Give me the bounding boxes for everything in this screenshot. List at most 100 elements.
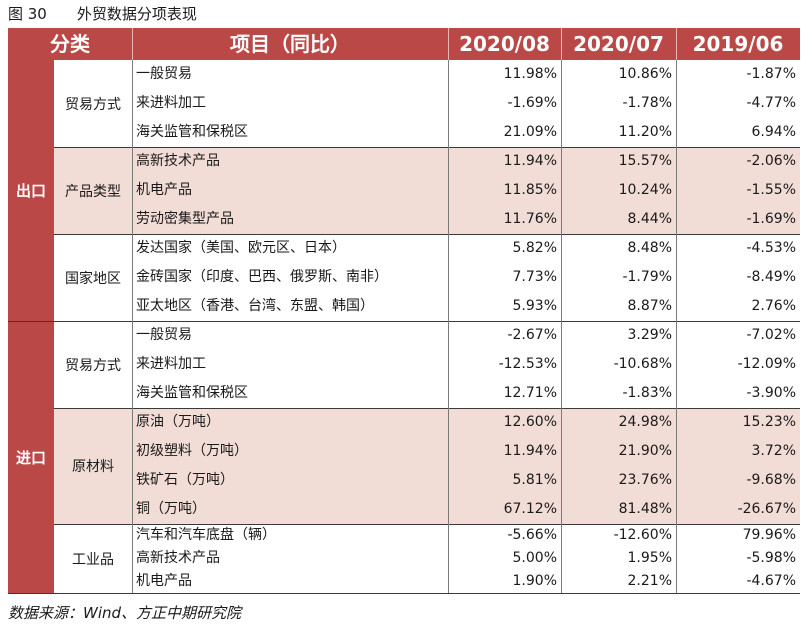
value-2020-08: -12.53% (498, 356, 557, 372)
value-2019-06: -5.98% (746, 550, 796, 566)
value-2020-08: 11.94% (503, 443, 557, 459)
value-2020-08: 21.09% (503, 124, 557, 140)
row-item: 亚太地区（香港、台湾、东盟、韩国） (136, 298, 374, 314)
table-row: 初级塑料（万吨） 11.94% 21.90% 3.72% (132, 437, 800, 466)
value-2019-06: 15.23% (742, 414, 796, 430)
row-item: 来进料加工 (136, 356, 206, 372)
table-row: 铜（万吨） 67.12% 81.48% -26.67% (132, 495, 800, 524)
value-2020-08: 5.82% (512, 240, 557, 256)
header-category: 分类 (50, 32, 90, 56)
row-item: 初级塑料（万吨） (136, 443, 248, 459)
table-row: 发达国家（美国、欧元区、日本） 5.82% 8.48% -4.53% (132, 234, 800, 263)
trade-data-table: 分类 项目（同比） 2020/08 2020/07 2019/06 出口 贸易方式… (8, 28, 800, 594)
value-2020-08: -1.69% (507, 95, 557, 111)
header-2020-07: 2020/07 (573, 32, 664, 56)
table-row: 来进料加工 -12.53% -10.68% -12.09% (132, 350, 800, 379)
figure-caption: 外贸数据分项表现 (76, 5, 197, 23)
category-label: 进口 (8, 321, 54, 594)
value-2020-08: -5.66% (507, 527, 557, 543)
column-divider (448, 60, 449, 594)
value-2020-07: 24.98% (618, 414, 672, 430)
table-row: 金砖国家（印度、巴西、俄罗斯、南非） 7.73% -1.79% -8.49% (132, 263, 800, 292)
group-label: 国家地区 (54, 234, 132, 321)
value-2020-07: 8.87% (627, 298, 672, 314)
header-item: 项目（同比） (230, 32, 350, 56)
value-2020-08: 11.85% (503, 182, 557, 198)
value-2019-06: -4.67% (746, 573, 796, 589)
value-2020-07: 21.90% (618, 443, 672, 459)
value-2020-08: -2.67% (507, 327, 557, 343)
table-row: 亚太地区（香港、台湾、东盟、韩国） 5.93% 8.87% 2.76% (132, 292, 800, 321)
value-2020-08: 11.98% (503, 66, 557, 82)
value-2019-06: -1.69% (746, 211, 796, 227)
value-2019-06: -2.06% (746, 153, 796, 169)
table-row: 劳动密集型产品 11.76% 8.44% -1.69% (132, 205, 800, 234)
value-2020-07: 15.57% (618, 153, 672, 169)
column-divider (561, 60, 562, 594)
value-2020-07: 8.44% (627, 211, 672, 227)
value-2019-06: -7.02% (746, 327, 796, 343)
table-row: 原油（万吨） 12.60% 24.98% 15.23% (132, 408, 800, 437)
value-2019-06: -12.09% (737, 356, 796, 372)
value-2019-06: 2.76% (751, 298, 796, 314)
value-2019-06: 6.94% (751, 124, 796, 140)
table-row: 一般贸易 11.98% 10.86% -1.87% (132, 60, 800, 89)
value-2020-07: 81.48% (618, 501, 672, 517)
group-divider (54, 408, 800, 409)
table-row: 铁矿石（万吨） 5.81% 23.76% -9.68% (132, 466, 800, 495)
data-source: 数据来源：Wind、方正中期研究院 (8, 604, 242, 622)
figure-number: 图 30 (8, 5, 47, 23)
group-label: 原材料 (54, 408, 132, 524)
column-divider (132, 60, 133, 594)
row-item: 劳动密集型产品 (136, 211, 234, 227)
value-2020-07: -1.83% (622, 385, 672, 401)
group-divider (54, 234, 800, 235)
row-item: 一般贸易 (136, 66, 192, 82)
figure-title: 图 30 外贸数据分项表现 (8, 4, 197, 24)
value-2020-08: 7.73% (512, 269, 557, 285)
header-2019-06: 2019/06 (692, 32, 784, 56)
group-label: 贸易方式 (54, 321, 132, 408)
value-2020-07: -1.79% (622, 269, 672, 285)
value-2020-08: 12.60% (503, 414, 557, 430)
row-item: 高新技术产品 (136, 153, 220, 169)
row-item: 原油（万吨） (136, 414, 220, 430)
value-2019-06: -4.53% (746, 240, 796, 256)
value-2019-06: -8.49% (746, 269, 796, 285)
value-2019-06: -1.87% (746, 66, 796, 82)
value-2020-07: 2.21% (627, 573, 672, 589)
row-item: 来进料加工 (136, 95, 206, 111)
value-2020-08: 67.12% (503, 501, 557, 517)
table-row: 高新技术产品 11.94% 15.57% -2.06% (132, 147, 800, 176)
row-item: 金砖国家（印度、巴西、俄罗斯、南非） (136, 269, 388, 285)
value-2020-07: -12.60% (613, 527, 672, 543)
table-row: 机电产品 1.90% 2.21% -4.67% (132, 570, 800, 593)
value-2020-07: 11.20% (618, 124, 672, 140)
category-label: 出口 (8, 60, 54, 321)
table-bottom-border (8, 593, 800, 594)
row-item: 机电产品 (136, 573, 192, 589)
row-item: 铜（万吨） (136, 501, 206, 517)
header-2020-08: 2020/08 (459, 32, 550, 56)
value-2020-08: 5.93% (512, 298, 557, 314)
table-row: 海关监管和保税区 12.71% -1.83% -3.90% (132, 379, 800, 408)
value-2020-07: 3.29% (627, 327, 672, 343)
value-2019-06: 3.72% (751, 443, 796, 459)
group-label: 贸易方式 (54, 60, 132, 147)
row-item: 机电产品 (136, 182, 192, 198)
group-divider (54, 147, 800, 148)
value-2019-06: -1.55% (746, 182, 796, 198)
value-2019-06: -3.90% (746, 385, 796, 401)
row-item: 高新技术产品 (136, 550, 220, 566)
value-2019-06: -4.77% (746, 95, 796, 111)
table-row: 汽车和汽车底盘（辆） -5.66% -12.60% 79.96% (132, 524, 800, 547)
table-header: 分类 项目（同比） 2020/08 2020/07 2019/06 (8, 28, 800, 60)
group-shading (132, 147, 800, 234)
row-item: 海关监管和保税区 (136, 385, 248, 401)
table-row: 高新技术产品 5.00% 1.95% -5.98% (132, 547, 800, 570)
group-label: 工业品 (54, 524, 132, 593)
table-row: 来进料加工 -1.69% -1.78% -4.77% (132, 89, 800, 118)
value-2020-07: -1.78% (622, 95, 672, 111)
row-item: 铁矿石（万吨） (136, 472, 234, 488)
group-label: 产品类型 (54, 147, 132, 234)
